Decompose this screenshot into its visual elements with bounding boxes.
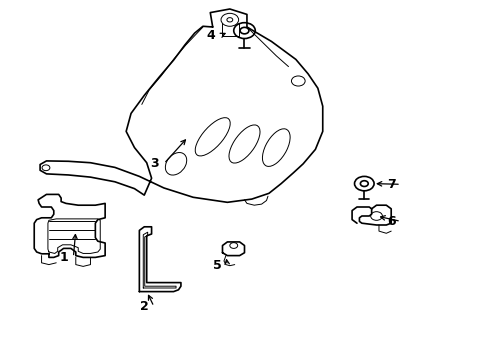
Text: 3: 3 [149,157,158,170]
Text: 6: 6 [386,215,395,228]
Text: 7: 7 [386,178,395,191]
Text: 4: 4 [206,29,215,42]
Text: 5: 5 [213,259,222,272]
Text: 1: 1 [59,251,68,264]
Text: 2: 2 [140,300,148,313]
